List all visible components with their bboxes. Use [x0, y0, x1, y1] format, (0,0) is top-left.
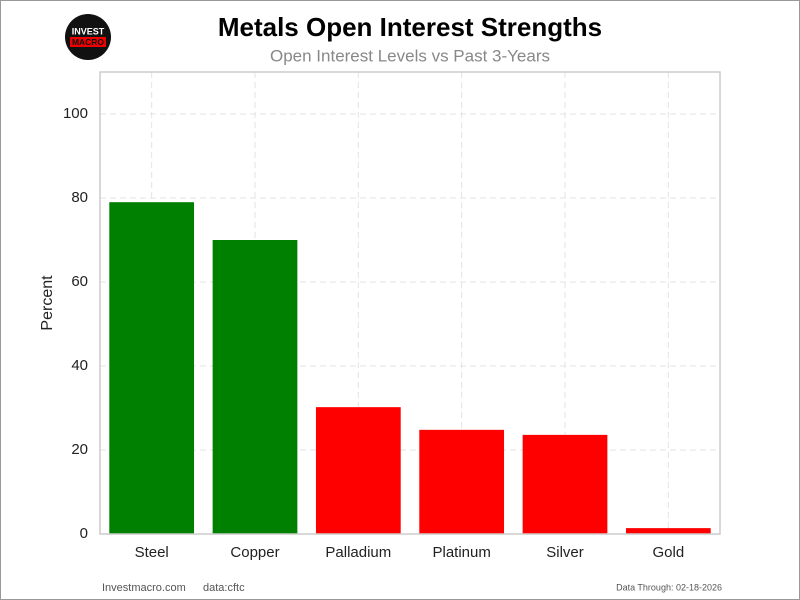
- bar: [315, 407, 401, 534]
- y-tick-label: 100: [63, 105, 88, 122]
- bar: [419, 429, 505, 534]
- bar: [625, 528, 711, 534]
- bar: [212, 240, 298, 534]
- chart-title: Metals Open Interest Strengths: [218, 12, 602, 42]
- logo-text: INVEST: [72, 26, 105, 36]
- x-tick-label: Platinum: [432, 544, 490, 561]
- y-axis-label: Percent: [39, 275, 56, 331]
- chart-subtitle: Open Interest Levels vs Past 3-Years: [270, 46, 550, 65]
- plot-border: [99, 71, 721, 535]
- bar: [109, 202, 195, 534]
- x-tick-label: Steel: [135, 544, 169, 561]
- y-tick-label: 60: [71, 273, 88, 290]
- bar: [522, 434, 608, 534]
- logo-band: [70, 37, 106, 47]
- y-tick-label: 80: [71, 189, 88, 206]
- logo-text: MACRO: [72, 37, 104, 47]
- footer-site: Investmacro.com: [102, 582, 186, 594]
- y-tick-label: 40: [71, 357, 88, 374]
- x-tick-label: Copper: [230, 544, 279, 561]
- x-tick-label: Palladium: [325, 544, 391, 561]
- y-tick-label: 0: [80, 525, 88, 542]
- footer-date: Data Through: 02-18-2026: [616, 582, 722, 592]
- x-tick-label: Gold: [652, 544, 684, 561]
- y-tick-label: 20: [71, 441, 88, 458]
- logo: INVEST MACRO: [65, 14, 111, 60]
- plot-area: 0 20 40 60 80 100 Steel Copper Palladium Platinum…: [63, 71, 721, 561]
- footer-source: data:cftc: [203, 582, 245, 594]
- x-tick-label: Silver: [546, 544, 584, 561]
